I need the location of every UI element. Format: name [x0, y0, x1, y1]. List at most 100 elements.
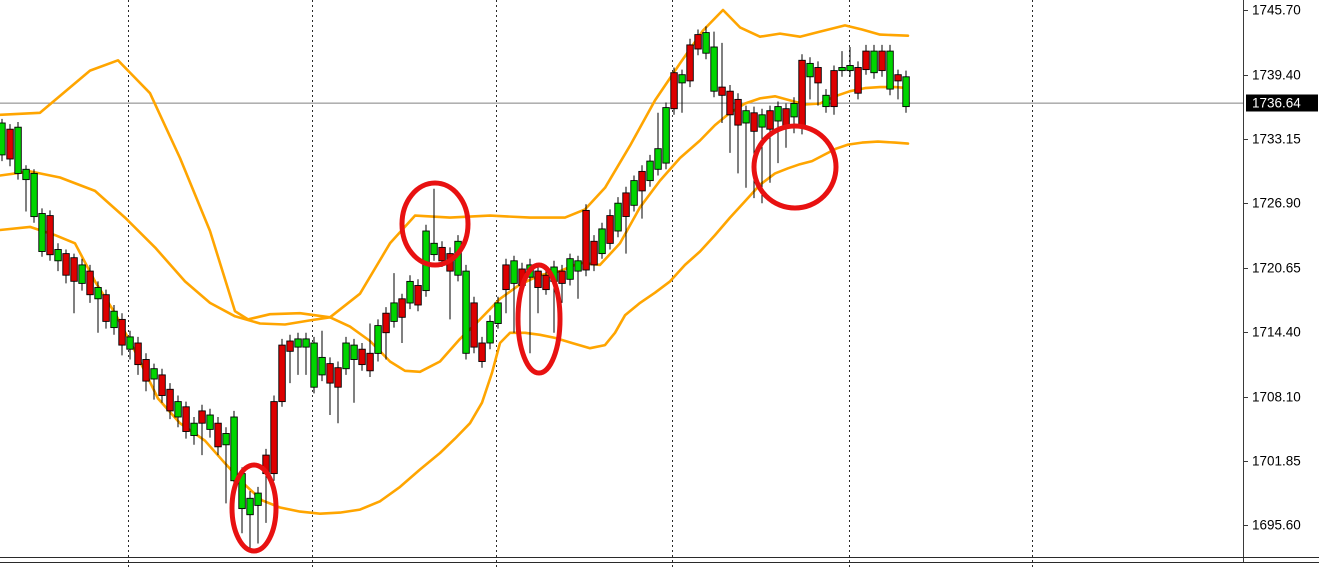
- bearish-candle: [158, 374, 166, 396]
- bearish-candle: [478, 342, 486, 362]
- bearish-candle: [70, 257, 78, 282]
- bullish-candle: [462, 270, 470, 354]
- bollinger-upper-band: [0, 8, 910, 321]
- price-axis-label: 1708.10: [1252, 389, 1301, 404]
- bullish-candle: [294, 338, 302, 348]
- bearish-candle: [134, 342, 142, 366]
- bullish-candle: [302, 338, 310, 348]
- bullish-candle: [822, 94, 830, 108]
- bullish-candle: [38, 213, 46, 252]
- bearish-candle: [166, 388, 174, 412]
- chart-canvas[interactable]: [0, 0, 1243, 569]
- bullish-candle: [374, 325, 382, 354]
- price-axis-tick: [1244, 396, 1248, 398]
- bullish-candle: [838, 67, 846, 72]
- price-axis-label: 1720.65: [1252, 260, 1301, 275]
- bearish-candle: [358, 348, 366, 366]
- annotation-circle: [399, 180, 471, 268]
- bullish-candle: [190, 422, 198, 436]
- price-axis-label: 1695.60: [1252, 517, 1301, 533]
- bullish-candle: [230, 416, 238, 482]
- bullish-candle: [774, 106, 782, 122]
- bearish-candle: [214, 422, 222, 448]
- bullish-candle: [390, 302, 398, 322]
- bearish-candle: [286, 340, 294, 352]
- bullish-candle: [742, 110, 750, 124]
- bullish-candle: [22, 168, 30, 181]
- bearish-candle: [118, 318, 126, 346]
- bullish-candle: [566, 258, 574, 280]
- bullish-candle: [54, 249, 62, 262]
- bullish-candle: [246, 497, 254, 516]
- price-axis-tick: [1244, 10, 1248, 11]
- bearish-candle: [46, 215, 54, 256]
- bearish-candle: [750, 112, 758, 132]
- bullish-candle: [342, 342, 350, 370]
- bullish-candle: [510, 260, 518, 284]
- annotation-circle: [229, 462, 279, 554]
- bearish-candle: [86, 270, 94, 296]
- current-price-badge: 1736.64: [1246, 94, 1318, 112]
- bullish-candle: [110, 310, 118, 329]
- bullish-candle: [654, 148, 662, 170]
- bearish-candle: [542, 274, 550, 291]
- bearish-candle: [6, 128, 14, 160]
- bullish-candle: [870, 50, 878, 74]
- bullish-candle: [846, 65, 854, 72]
- bearish-candle: [142, 359, 150, 382]
- annotation-circle: [515, 262, 563, 376]
- bollinger-lower-band: [0, 140, 910, 516]
- bearish-candle: [670, 72, 678, 110]
- bullish-candle: [206, 414, 214, 430]
- bearish-candle: [102, 294, 110, 322]
- bearish-candle: [854, 67, 862, 94]
- bullish-candle: [886, 50, 894, 90]
- bullish-candle: [14, 126, 22, 174]
- bearish-candle: [638, 170, 646, 192]
- bearish-candle: [326, 363, 334, 384]
- bullish-candle: [222, 433, 230, 446]
- bearish-candle: [862, 50, 870, 71]
- price-axis-tick: [1244, 460, 1248, 462]
- bullish-candle: [430, 242, 438, 256]
- bullish-candle: [646, 160, 654, 182]
- bearish-candle: [414, 285, 422, 306]
- bearish-candle: [62, 253, 70, 276]
- price-axis-tick: [1244, 331, 1248, 333]
- bullish-candle: [30, 172, 38, 218]
- bearish-candle: [830, 70, 838, 108]
- bearish-candle: [694, 34, 702, 50]
- bullish-candle: [702, 32, 710, 54]
- bearish-candle: [502, 264, 510, 291]
- annotation-circle: [751, 123, 839, 211]
- price-axis-label: 1701.85: [1252, 453, 1301, 469]
- bullish-candle: [94, 287, 102, 300]
- bullish-candle: [254, 492, 262, 506]
- bearish-candle: [766, 110, 774, 130]
- bullish-candle: [78, 264, 86, 284]
- chart-bottom-separator: [0, 557, 1319, 563]
- bearish-candle: [334, 367, 342, 388]
- bullish-candle: [806, 62, 814, 78]
- bearish-candle: [718, 86, 726, 96]
- price-axis[interactable]: 1736.64 1745.70 1739.40 1733.15 1726.90 1720…: [1243, 0, 1319, 562]
- price-axis-label: 1714.40: [1252, 324, 1301, 340]
- bearish-candle: [894, 74, 902, 82]
- price-axis-tick: [1244, 203, 1248, 205]
- bearish-candle: [582, 209, 590, 271]
- bullish-candle: [790, 103, 798, 118]
- bearish-candle: [814, 67, 822, 84]
- bullish-candle: [630, 180, 638, 206]
- bullish-candle: [350, 344, 358, 360]
- bearish-candle: [182, 406, 190, 432]
- bullish-candle: [150, 368, 158, 380]
- price-axis-tick: [1244, 74, 1248, 76]
- bearish-candle: [534, 270, 542, 288]
- bullish-candle: [174, 401, 182, 418]
- bearish-candle: [726, 90, 734, 116]
- bullish-candle: [494, 302, 502, 324]
- bullish-candle: [710, 46, 718, 92]
- bearish-candle: [438, 246, 446, 262]
- bullish-candle: [598, 228, 606, 255]
- bearish-candle: [278, 344, 286, 403]
